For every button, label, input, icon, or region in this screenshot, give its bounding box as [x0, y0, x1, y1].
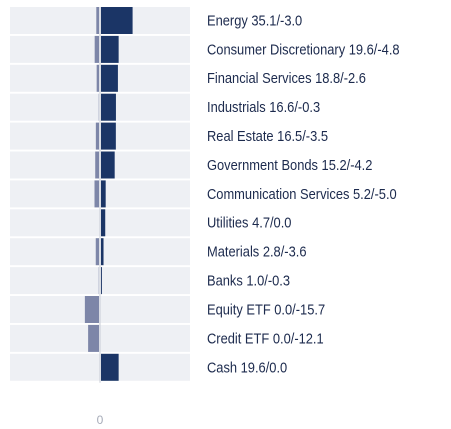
- bar: [101, 7, 133, 34]
- bar: [96, 64, 99, 92]
- row-label: Government Bonds 15.2/-4.2: [207, 156, 373, 173]
- row-label: Consumer Discretionary 19.6/-4.8: [207, 40, 400, 57]
- row-label: Communication Services 5.2/-5.0: [207, 185, 397, 202]
- x-tick-label: 0: [97, 413, 104, 427]
- bar: [101, 238, 104, 266]
- row-label: Financial Services 18.8/-2.6: [207, 69, 366, 86]
- bar: [101, 180, 106, 208]
- bar: [96, 7, 99, 34]
- bar: [101, 267, 102, 295]
- bar: [95, 122, 99, 150]
- bar: [101, 122, 116, 150]
- bar: [101, 353, 119, 381]
- row-label: Energy 35.1/-3.0: [207, 12, 302, 29]
- bar: [101, 151, 115, 179]
- bar: [95, 238, 99, 266]
- row-label: Materials 2.8/-3.6: [207, 243, 307, 260]
- labels: Energy 35.1/-3.0 Consumer Discretionary 1…: [207, 12, 400, 376]
- bar: [84, 296, 99, 323]
- row-label: Industrials 16.6/-0.3: [207, 98, 320, 115]
- bar: [101, 64, 118, 92]
- bar: [101, 35, 119, 63]
- row-label: Equity ETF 0.0/-15.7: [207, 301, 325, 318]
- row-label: Credit ETF 0.0/-12.1: [207, 329, 324, 346]
- bar: [94, 180, 99, 208]
- row-label: Cash 19.6/0.0: [207, 358, 287, 375]
- bar: [94, 35, 99, 63]
- bar: [95, 151, 99, 179]
- row-label: Real Estate 16.5/-3.5: [207, 127, 328, 144]
- row-label: Utilities 4.7/0.0: [207, 214, 292, 231]
- row-label: Banks 1.0/-0.3: [207, 272, 290, 289]
- bar: [88, 324, 99, 352]
- bar: [101, 93, 116, 121]
- bar: [101, 209, 106, 237]
